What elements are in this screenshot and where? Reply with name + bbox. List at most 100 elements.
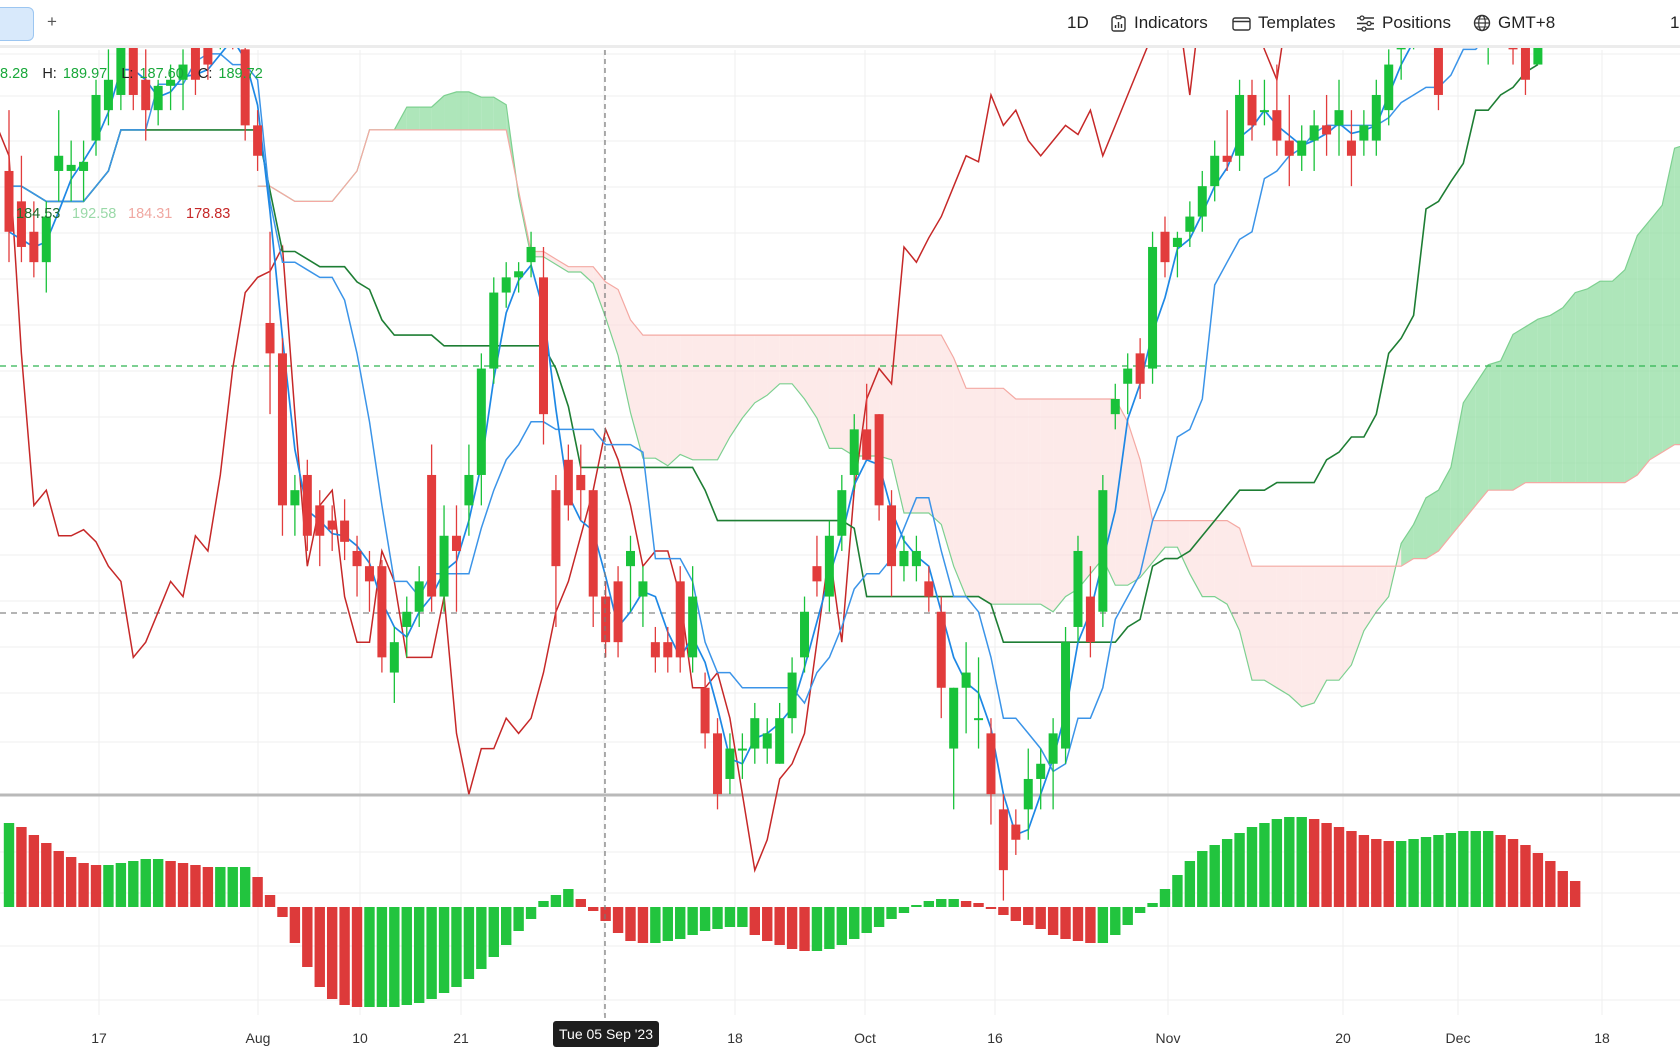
candle	[1396, 48, 1406, 80]
candle-body	[1123, 368, 1133, 384]
chikou-span-line	[0, 48, 1283, 873]
oscillator-bar	[550, 895, 562, 907]
candle-body	[1085, 596, 1095, 643]
candle	[762, 718, 772, 764]
candle	[613, 566, 623, 658]
candle-body	[1433, 48, 1443, 95]
oscillator-bar	[438, 907, 450, 993]
candle	[1048, 718, 1058, 810]
candle	[1297, 125, 1307, 171]
candle	[1371, 79, 1381, 156]
oscillator-bar	[463, 907, 475, 979]
candle	[551, 474, 561, 627]
cloud-segment	[1202, 520, 1215, 597]
candle	[1023, 748, 1033, 840]
x-tick-label: 18	[1594, 1030, 1610, 1046]
oscillator-bar	[103, 865, 114, 907]
candle-body	[800, 611, 810, 658]
candle-body	[1048, 733, 1058, 764]
oscillator-bar	[140, 859, 151, 907]
candle-body	[961, 672, 971, 688]
interval-button[interactable]: 1D	[1067, 13, 1089, 33]
oscillator-bar	[302, 907, 313, 967]
candle	[675, 566, 685, 673]
positions-button[interactable]: Positions	[1356, 13, 1451, 33]
oscillator-bar	[1333, 827, 1345, 907]
candle	[1247, 79, 1257, 141]
cloud-segment	[792, 335, 805, 399]
cloud-segment	[1438, 467, 1451, 551]
oscillator-bar	[637, 907, 649, 943]
candle	[601, 581, 611, 658]
crosshair-date-label: Tue 05 Sep '23	[553, 1021, 660, 1047]
cloud-segment	[1140, 459, 1153, 578]
candle-body	[936, 611, 946, 688]
candle-body	[862, 429, 872, 460]
candle-body	[377, 566, 387, 658]
cloud-segment	[742, 335, 755, 418]
oscillator-bar	[774, 907, 785, 945]
chart-canvas[interactable]	[0, 48, 1680, 1050]
candle	[824, 520, 834, 612]
add-tab-button[interactable]: +	[47, 12, 57, 31]
candle-body	[464, 474, 474, 506]
toolbar-overflow-text: 1	[1670, 13, 1679, 33]
candle-body	[1135, 353, 1145, 384]
cloud-segment	[1550, 307, 1563, 483]
oscillator-bar	[389, 907, 400, 1007]
cloud-segment	[580, 266, 594, 284]
candle	[340, 499, 350, 561]
oscillator-bar	[401, 907, 412, 1005]
oscillator-bar	[1433, 835, 1444, 907]
candle	[787, 657, 797, 734]
ohlc-legend: 8.28 H: 189.97 L: 187.60 C: 189.72	[0, 66, 265, 82]
candle	[352, 535, 362, 597]
cloud-segment	[642, 335, 656, 459]
cloud-segment	[705, 335, 718, 460]
cloud-segment	[816, 335, 830, 449]
oscillator-bar	[898, 907, 910, 913]
candle	[489, 277, 499, 384]
cloud-segment	[468, 91, 482, 130]
candle	[538, 246, 548, 445]
cloud-segment	[1525, 319, 1538, 483]
candle-body	[414, 581, 424, 612]
ichimoku-cloud	[257, 91, 1680, 708]
cloud-segment	[767, 335, 780, 396]
candle-body	[613, 581, 623, 643]
cloud-segment	[618, 289, 631, 413]
templates-button[interactable]: Templates	[1232, 13, 1335, 33]
chart-toolbar: + 1D Indicators Templates Positions	[0, 0, 1680, 48]
candle-body	[688, 596, 698, 658]
candle-body	[265, 322, 275, 354]
ohlc-high-label: H:	[42, 66, 57, 82]
candle	[1210, 140, 1220, 202]
active-tab[interactable]	[0, 7, 34, 41]
candle-body	[538, 277, 548, 415]
indicators-button[interactable]: Indicators	[1110, 13, 1208, 33]
candle-body	[1172, 237, 1182, 247]
candle	[514, 262, 524, 293]
candlestick-series	[4, 48, 1543, 901]
timezone-button[interactable]: GMT+8	[1473, 13, 1555, 33]
candle	[427, 444, 437, 612]
candle-body	[713, 733, 723, 795]
oscillator-bar	[973, 903, 984, 907]
oscillator-bar	[1321, 823, 1332, 907]
oscillator-bar	[351, 907, 363, 1007]
candle-body	[787, 672, 797, 719]
oscillator-bar	[115, 863, 127, 907]
candle	[451, 505, 461, 612]
oscillator-bar	[1445, 833, 1457, 907]
candle	[526, 231, 536, 278]
candle-body	[887, 505, 897, 567]
candle	[812, 535, 822, 597]
oscillator-bar	[289, 907, 301, 943]
candle-body	[340, 520, 350, 542]
oscillator-bar	[1259, 823, 1270, 907]
indicators-icon	[1111, 14, 1126, 32]
cloud-segment	[1376, 566, 1389, 612]
candle	[936, 596, 946, 719]
oscillator-bar	[1520, 845, 1531, 907]
cloud-segment	[779, 335, 793, 384]
